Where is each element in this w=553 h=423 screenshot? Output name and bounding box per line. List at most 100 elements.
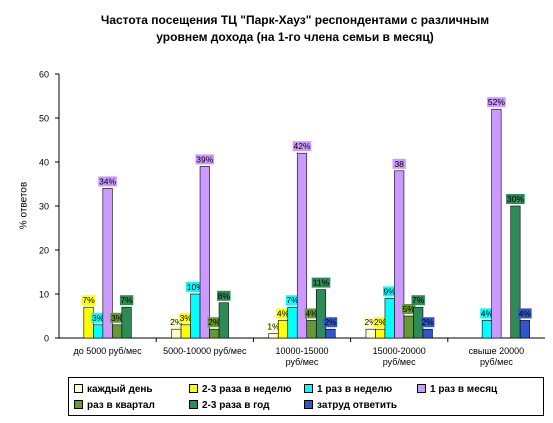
data-label-раз-в-квартал-3: 4% — [305, 308, 318, 318]
data-label-box — [119, 295, 134, 306]
legend-label-once-per-month: 1 раз в месяц — [430, 384, 498, 395]
data-label-box — [487, 97, 506, 108]
data-label-2-3-раза-в-год-2: 8% — [218, 291, 231, 301]
data-label-1-раз-в-неделю-2: 10% — [187, 282, 204, 292]
data-label-box — [383, 286, 397, 297]
data-label-раз-в-квартал-1: 3% — [111, 313, 124, 323]
bar-1-раз-в-неделю-5 — [481, 320, 492, 339]
data-label-box — [411, 295, 425, 306]
data-label-каждый-день-4: 2% — [365, 317, 378, 327]
y-tick-label-0: 0 — [44, 334, 49, 344]
data-label-2-3-раза-в-неделю-1: 7% — [82, 295, 95, 305]
bar-раз-в-квартал-1 — [112, 324, 123, 339]
bar-затруд-ответить-5 — [519, 320, 530, 339]
data-label-box — [179, 312, 193, 323]
data-label-box — [276, 308, 290, 319]
legend-item-once-per-month: 1 раз в месяц — [417, 383, 497, 396]
legend-swatch-every-day — [74, 383, 83, 393]
data-label-раз-в-квартал-2: 2% — [208, 317, 221, 327]
data-label-1-раз-в-неделю-3: 7% — [286, 295, 299, 305]
x-tick-label-3: 10000-15000 — [275, 346, 328, 356]
data-label-1-раз-в-месяц-3: 42% — [293, 141, 310, 151]
data-label-затруд-ответить-3: 2% — [324, 317, 337, 327]
bar-1-раз-в-неделю-1 — [93, 324, 104, 339]
data-label-box — [323, 317, 338, 328]
bar-2-3-раза-в-год-2 — [218, 302, 229, 339]
bar-2-3-раза-в-год-5 — [510, 205, 521, 339]
data-label-box — [311, 277, 331, 288]
bar-каждый-день-2 — [171, 328, 182, 339]
data-label-box — [304, 308, 319, 319]
legend-label-2-3-per-week: 2-3 раза в неделю — [202, 384, 292, 395]
legend-label-every-day: каждый день — [87, 384, 153, 395]
x-tick-label-2: 5000-10000 руб/мес — [163, 346, 247, 356]
bar-1-раз-в-месяц-4 — [394, 170, 405, 339]
data-label-1-раз-в-неделю-1: 3% — [92, 313, 105, 323]
data-label-box — [518, 308, 532, 319]
bar-каждый-день-4 — [365, 328, 376, 339]
data-label-2-3-раза-в-неделю-3: 4% — [277, 308, 290, 318]
legend-label-2-3-per-year: 2-3 раза в год — [202, 400, 270, 411]
y-tick-label-50: 50 — [39, 114, 49, 124]
data-label-box — [402, 304, 416, 314]
bar-раз-в-квартал-3 — [306, 320, 317, 339]
legend-item-2-3-per-year: 2-3 раза в год — [189, 399, 270, 412]
bar-1-раз-в-месяц-5 — [491, 108, 502, 339]
bar-2-3-раза-в-год-1 — [121, 306, 132, 339]
chart-title-line-1: Частота посещения ТЦ "Парк-Хауз" респонд… — [100, 13, 490, 27]
chart-title: Частота посещения ТЦ "Парк-Хауз" респонд… — [60, 12, 530, 46]
data-label-затруд-ответить-4: 2% — [422, 317, 435, 327]
legend-swatch-hard-to-answer — [304, 399, 313, 409]
legend-swatch-quarterly — [74, 399, 83, 409]
y-tick-label-30: 30 — [39, 202, 49, 212]
data-label-каждый-день-3: 1% — [267, 322, 280, 332]
chart-legend: каждый день 2-3 раза в неделю 1 раз в не… — [68, 377, 544, 416]
bar-каждый-день-3 — [268, 333, 279, 339]
data-label-2-3-раза-в-год-5: 30% — [507, 194, 524, 204]
data-label-2-3-раза-в-год-4: 7% — [412, 295, 425, 305]
legend-swatch-2-3-per-week — [189, 383, 198, 393]
data-label-box — [110, 312, 124, 323]
data-label-box — [364, 317, 378, 328]
bar-1-раз-в-неделю-4 — [384, 298, 395, 339]
data-label-box — [373, 317, 387, 328]
data-label-box — [266, 321, 281, 332]
legend-swatch-once-per-month — [417, 383, 426, 393]
data-label-box — [392, 158, 406, 169]
data-label-box — [186, 282, 205, 292]
data-label-box — [217, 290, 231, 301]
bar-2-3-раза-в-неделю-3 — [277, 320, 289, 339]
y-tick-label-10: 10 — [39, 290, 49, 300]
bar-1-раз-в-месяц-3 — [296, 152, 308, 339]
bar-2-3-раза-в-год-3 — [315, 289, 327, 339]
data-label-box — [91, 312, 105, 323]
data-label-box — [81, 295, 96, 306]
legend-swatch-2-3-per-year — [189, 399, 198, 409]
bar-затруд-ответить-3 — [325, 328, 336, 339]
data-label-box — [195, 154, 215, 165]
data-label-1-раз-в-неделю-5: 4% — [481, 308, 494, 318]
x-tick-label-4: руб/мес — [383, 357, 416, 367]
x-tick-label-5: руб/мес — [480, 357, 513, 367]
data-label-2-3-раза-в-год-1: 7% — [120, 295, 133, 305]
data-label-box — [98, 176, 117, 187]
data-label-2-3-раза-в-год-3: 11% — [313, 278, 330, 288]
data-label-каждый-день-2: 2% — [170, 317, 183, 327]
x-tick-label-3: руб/мес — [286, 357, 319, 367]
x-tick-label-1: до 5000 руб/мес — [74, 346, 143, 356]
y-tick-label-60: 60 — [39, 70, 49, 80]
bar-раз-в-квартал-4 — [403, 315, 414, 339]
data-label-затруд-ответить-5: 4% — [519, 308, 532, 318]
bar-2-3-раза-в-неделю-4 — [375, 328, 386, 339]
legend-label-hard-to-answer: затруд ответить — [317, 400, 398, 411]
legend-item-every-day: каждый день — [74, 383, 153, 396]
legend-item-2-3-per-week: 2-3 раза в неделю — [189, 383, 292, 396]
data-label-1-раз-в-месяц-5: 52% — [488, 97, 505, 107]
data-label-1-раз-в-месяц-4: 38 — [394, 159, 404, 169]
legend-item-once-per-week: 1 раз в неделю — [304, 383, 392, 396]
data-label-box — [285, 295, 300, 306]
legend-item-hard-to-answer: затруд ответить — [304, 399, 397, 412]
legend-item-quarterly: раз в квартал — [74, 399, 155, 412]
y-tick-label-20: 20 — [39, 246, 49, 256]
x-tick-label-4: 15000-20000 — [373, 346, 426, 356]
